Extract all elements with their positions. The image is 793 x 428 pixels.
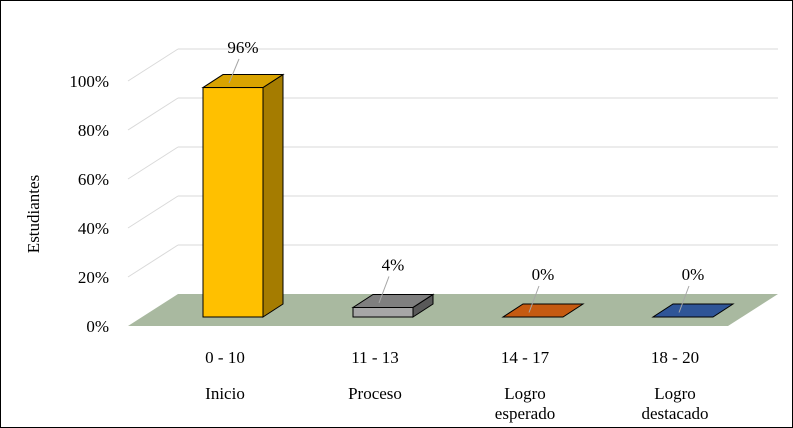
data-labels: 96% 4% 0% 0% (227, 38, 704, 313)
data-label: 96% (227, 38, 258, 57)
y-tick-label: 20% (78, 268, 109, 287)
bar-0 (201, 73, 285, 318)
y-axis-ticks: 0% 20% 40% 60% 80% 100% (69, 72, 109, 336)
x-tick-label: 18 - 20 (651, 348, 699, 367)
gridline-depth (127, 244, 179, 278)
bar-front-face (202, 87, 264, 318)
y-tick-label: 40% (78, 219, 109, 238)
y-tick-label: 100% (69, 72, 109, 91)
chart-floor (128, 294, 778, 326)
bar-top-face (351, 293, 435, 308)
data-label: 0% (532, 265, 555, 284)
gridlines (127, 48, 778, 278)
y-tick-label: 80% (78, 121, 109, 140)
bars (201, 73, 735, 318)
bar-1 (351, 293, 435, 318)
gridline-depth (127, 48, 179, 82)
bar-side-face (262, 73, 284, 318)
data-label: 4% (382, 255, 405, 274)
floor-plane (128, 294, 778, 326)
x-group-label: Logro (504, 384, 546, 403)
x-group-label: esperado (495, 404, 555, 423)
data-label-leader (528, 285, 540, 313)
x-group-label: Logro (654, 384, 696, 403)
data-label-leader (228, 58, 240, 84)
y-axis-label: Estudiantes (24, 175, 43, 253)
bar-front-face (352, 306, 414, 318)
x-tick-label: 11 - 13 (351, 348, 399, 367)
y-tick-label: 0% (86, 317, 109, 336)
y-tick-label: 60% (78, 170, 109, 189)
bar-2 (501, 303, 585, 318)
data-label-leader (378, 276, 390, 304)
data-label: 0% (682, 265, 705, 284)
bar-top-face (501, 303, 585, 318)
x-group-label: Proceso (348, 384, 402, 403)
bar-top-face (651, 303, 735, 318)
bar-top-face (201, 74, 285, 89)
x-tick-label: 0 - 10 (205, 348, 245, 367)
gridline-depth (127, 97, 179, 131)
gridline-depth (127, 195, 179, 229)
bar-3 (651, 303, 735, 318)
data-label-leader (678, 285, 690, 313)
x-tick-label: 14 - 17 (501, 348, 550, 367)
x-group-label: Inicio (205, 384, 245, 403)
x-group-label: destacado (641, 404, 708, 423)
gridline-depth (127, 146, 179, 180)
